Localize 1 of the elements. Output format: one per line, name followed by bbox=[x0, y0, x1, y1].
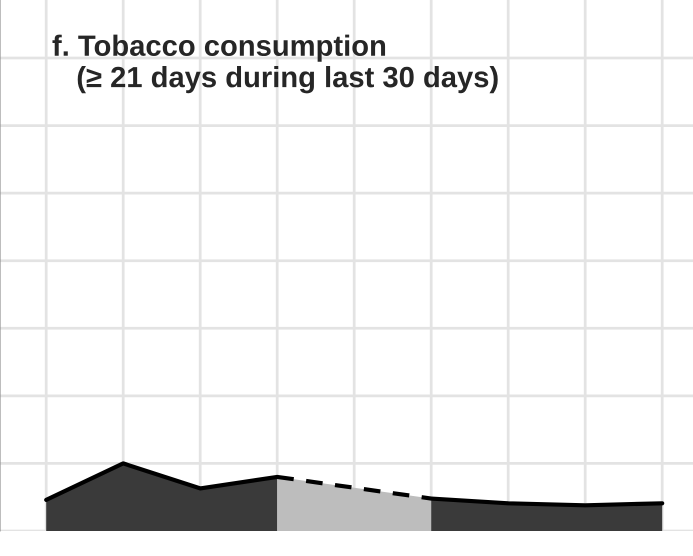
chart-title: f. Tobacco consumption (≥ 21 days during last 30 days) bbox=[52, 34, 498, 94]
